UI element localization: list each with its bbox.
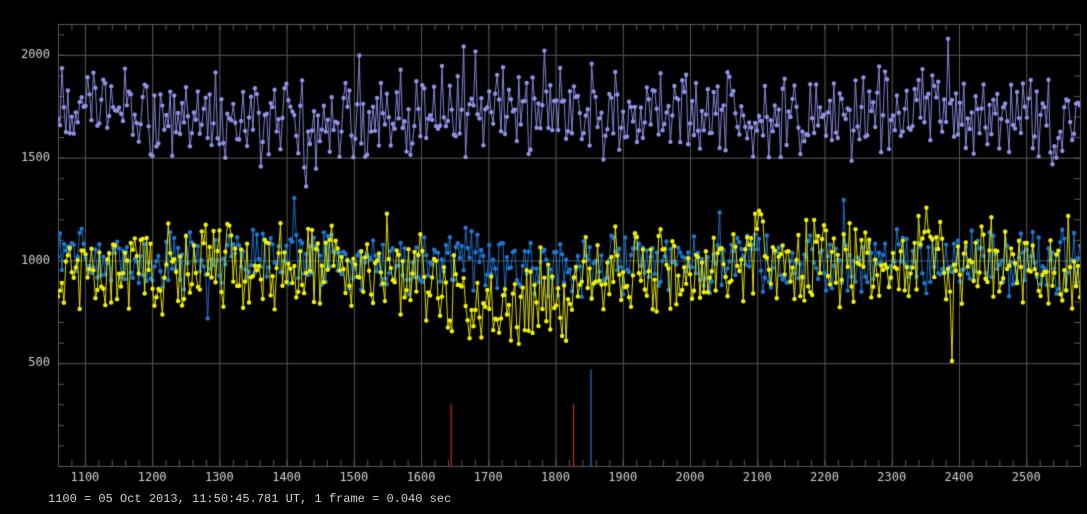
light-curve-canvas bbox=[0, 0, 1087, 514]
chart-area bbox=[0, 0, 1087, 514]
footer-caption: 1100 = 05 Oct 2013, 11:50:45.781 UT, 1 f… bbox=[48, 492, 451, 506]
